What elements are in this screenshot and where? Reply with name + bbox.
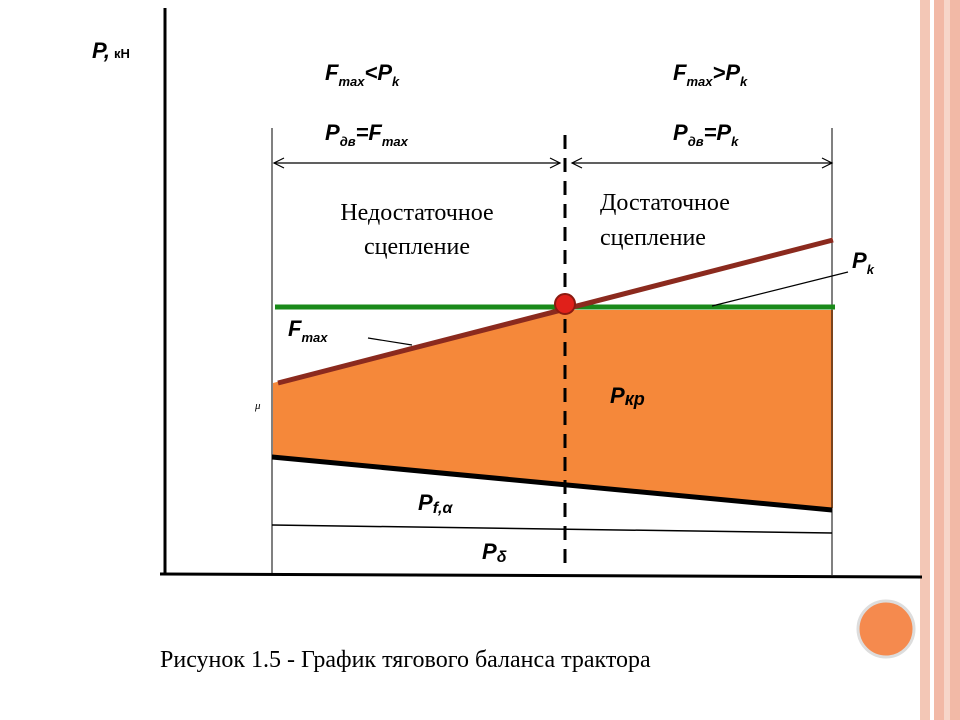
right-rule: Pдв=Pk <box>673 120 739 149</box>
right-condition: Fmax>Pk <box>673 60 748 89</box>
pkr-area <box>273 310 833 508</box>
pf-label: Pf,α <box>418 490 453 517</box>
left-condition: Fmax<Pk <box>325 60 400 89</box>
zone-text: Недостаточное <box>340 200 493 226</box>
caption: Рисунок 1.5 - График тягового баланса тр… <box>160 647 651 673</box>
decor-circle <box>856 599 916 659</box>
zone-text: сцепление <box>600 225 706 251</box>
mu-label: μ <box>254 400 261 412</box>
border-stripe <box>920 0 930 720</box>
pk-label: Pk <box>852 248 875 277</box>
pf-line <box>271 454 833 513</box>
pdelta-label: Pδ <box>482 539 507 566</box>
pk-line <box>277 237 834 386</box>
dimension-arrows <box>272 157 849 346</box>
intersection-point <box>554 293 576 315</box>
axis-label: P, кН <box>92 38 130 63</box>
pdelta-line <box>271 524 833 534</box>
zone-text: Достаточное <box>600 190 730 216</box>
left-rule: Pдв=Fmax <box>325 120 409 149</box>
pkr-label: Pкр <box>610 383 645 409</box>
zone-text: сцепление <box>364 234 470 260</box>
border-stripe <box>944 0 950 720</box>
x-axis <box>159 572 923 579</box>
fmax-label: Fmax <box>288 316 328 345</box>
